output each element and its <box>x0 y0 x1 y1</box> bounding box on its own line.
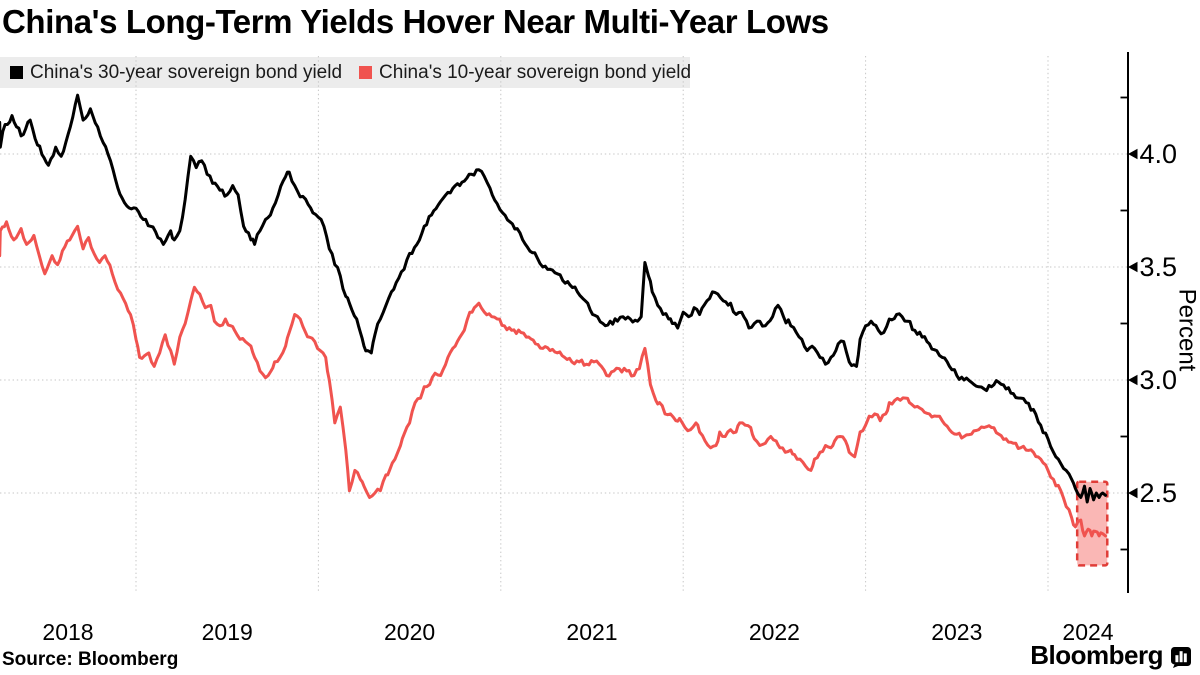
x-year-label: 2023 <box>931 619 982 645</box>
y-tick-label: 2.5 <box>1140 478 1178 508</box>
legend-item-30y: China's 30-year sovereign bond yield <box>10 62 342 84</box>
series-line-10y <box>0 220 1107 538</box>
y-axis-title: Percent <box>1174 289 1200 372</box>
bloomberg-brand: Bloomberg <box>1030 640 1192 671</box>
y-tick-arrow-icon <box>1128 148 1138 160</box>
y-tick-arrow-icon <box>1128 487 1138 499</box>
y-tick-arrow-icon <box>1128 374 1138 386</box>
y-tick-label: 3.0 <box>1140 365 1178 395</box>
legend-label-10y: China's 10-year sovereign bond yield <box>379 61 692 83</box>
bloomberg-wordmark: Bloomberg <box>1030 640 1163 670</box>
legend-swatch-30y-icon <box>10 66 23 79</box>
series-line-30y <box>0 93 1107 504</box>
y-tick-arrow-icon <box>1128 261 1138 273</box>
bloomberg-logo-icon <box>1171 647 1191 668</box>
x-year-label: 2019 <box>202 619 253 645</box>
chart-legend: China's 30-year sovereign bond yield Chi… <box>0 57 691 88</box>
x-year-label: 2024 <box>1062 619 1113 645</box>
y-tick-label: 3.5 <box>1140 252 1178 282</box>
x-year-label: 2022 <box>749 619 800 645</box>
source-note: Source: Bloomberg <box>2 649 179 670</box>
legend-strip-bg <box>0 57 690 88</box>
x-year-label: 2020 <box>384 619 435 645</box>
legend-item-10y: China's 10-year sovereign bond yield <box>359 62 691 84</box>
legend-label-30y: China's 30-year sovereign bond yield <box>30 61 343 83</box>
legend-swatch-10y-icon <box>359 66 373 79</box>
x-year-label: 2018 <box>42 619 93 645</box>
y-tick-label: 4.0 <box>1140 139 1178 169</box>
x-year-label: 2021 <box>566 619 617 645</box>
page-title: China's Long-Term Yields Hover Near Mult… <box>2 3 829 40</box>
